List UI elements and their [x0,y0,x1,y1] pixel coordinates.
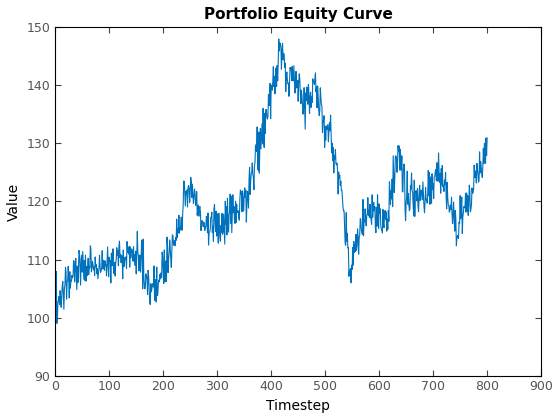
Y-axis label: Value: Value [7,182,21,220]
X-axis label: Timestep: Timestep [266,399,330,413]
Title: Portfolio Equity Curve: Portfolio Equity Curve [204,7,393,22]
